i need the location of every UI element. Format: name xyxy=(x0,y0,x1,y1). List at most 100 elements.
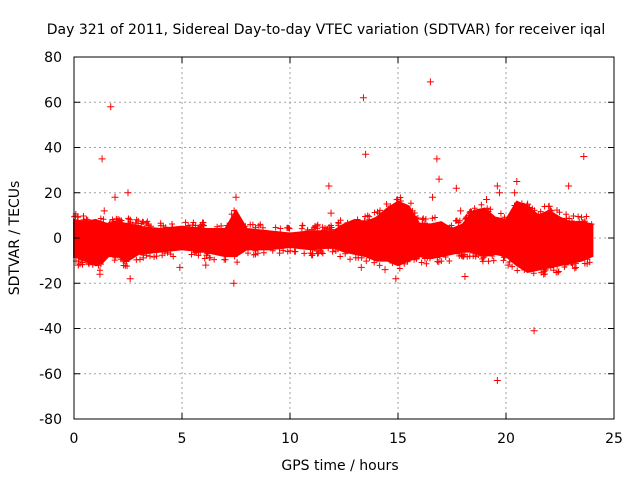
band-edge-point xyxy=(124,263,131,270)
band-edge-point xyxy=(485,258,492,265)
band-edge-point xyxy=(190,219,197,226)
chart-title: Day 321 of 2011, Sidereal Day-to-day VTE… xyxy=(47,22,605,38)
band-edge-point xyxy=(423,260,430,267)
band-edge-point xyxy=(260,249,267,256)
band-edge-point xyxy=(547,264,554,271)
band-edge-point xyxy=(436,253,443,260)
outlier-point xyxy=(565,182,573,190)
band-edge-point xyxy=(550,267,557,274)
band-edge-point xyxy=(588,221,595,228)
outlier-point xyxy=(426,78,434,86)
band-edge-point xyxy=(231,253,238,260)
band-edge-point xyxy=(126,221,133,228)
band-edge-point xyxy=(409,207,416,214)
outlier-point xyxy=(580,153,588,161)
band-edge-point xyxy=(234,259,241,266)
x-tick-label: 25 xyxy=(605,431,623,447)
band-edge-point xyxy=(458,252,465,259)
band-edge-point xyxy=(285,224,292,231)
band-edge-point xyxy=(366,254,373,261)
outlier-point xyxy=(362,150,370,158)
band-edge-point xyxy=(313,248,320,255)
outlier-point xyxy=(176,263,184,271)
band-edge-point xyxy=(535,212,542,219)
band-edge-point xyxy=(429,215,436,222)
band-edge-point xyxy=(145,221,152,228)
band-edge-point xyxy=(201,255,208,262)
band-edge-point xyxy=(479,258,486,265)
band-edge-point xyxy=(530,270,537,277)
band-edge-point xyxy=(478,201,485,208)
band-edge-point xyxy=(563,215,570,222)
band-edge-point xyxy=(556,209,563,216)
band-edge-point xyxy=(169,224,176,231)
band-edge-point xyxy=(89,261,96,268)
band-edge-point xyxy=(581,260,588,267)
band-edge-point xyxy=(418,259,425,266)
band-edge-point xyxy=(218,222,225,229)
band-edge-point xyxy=(431,214,438,221)
x-tick-label: 0 xyxy=(70,431,79,447)
outlier-point xyxy=(483,196,491,204)
outlier-point xyxy=(126,275,134,283)
band-edge-point xyxy=(421,255,428,262)
band-edge-point xyxy=(344,219,351,226)
band-edge-point xyxy=(259,224,266,231)
band-edge-point xyxy=(584,256,591,263)
y-axis-label: SDTVAR / TECUs xyxy=(7,181,23,296)
band-edge-point xyxy=(329,248,336,255)
band-edge-point xyxy=(257,221,264,228)
band-edge-point xyxy=(420,215,427,222)
x-tick-label: 10 xyxy=(281,431,299,447)
band-edge-point xyxy=(299,222,306,229)
band-edge-point xyxy=(214,223,221,230)
band-edge-point xyxy=(355,254,362,261)
band-edge-point xyxy=(106,220,113,227)
outlier-point xyxy=(461,272,469,280)
x-tick-label: 5 xyxy=(178,431,187,447)
outlier-point xyxy=(433,155,441,163)
outlier-point xyxy=(74,261,82,269)
band-edge-point xyxy=(462,215,469,222)
outlier-point xyxy=(100,207,108,215)
band-edge-point xyxy=(487,206,494,213)
band-edge-point xyxy=(479,252,486,259)
band-edge-point xyxy=(389,260,396,267)
band-edge-point xyxy=(570,213,577,219)
band-edge-point xyxy=(438,258,445,265)
band-edge-point xyxy=(467,208,474,215)
band-edge-point xyxy=(414,214,421,221)
band-edge-point xyxy=(371,209,378,216)
band-edge-point xyxy=(554,269,561,276)
outlier-point xyxy=(429,193,437,201)
y-tick-label: 80 xyxy=(44,50,62,66)
data-envelope xyxy=(73,200,594,273)
band-edge-point xyxy=(255,222,262,229)
band-edge-point xyxy=(442,253,449,260)
band-edge-point xyxy=(376,262,383,269)
band-edge-point xyxy=(140,251,147,258)
band-edge-point xyxy=(547,207,554,214)
band-edge-point xyxy=(466,209,473,216)
band-edge-point xyxy=(252,251,259,258)
outlier-point xyxy=(359,94,367,102)
band-edge-point xyxy=(337,253,344,260)
band-edge-point xyxy=(576,218,583,225)
band-edge-point xyxy=(147,253,154,260)
band-edge-point xyxy=(319,250,326,257)
outlier-point xyxy=(230,279,238,287)
band-edge-point xyxy=(500,254,507,261)
band-edge-point xyxy=(583,213,590,220)
band-edge-point xyxy=(182,219,189,226)
band-edge-point xyxy=(413,215,420,222)
y-tick-label: 20 xyxy=(44,186,62,202)
band-edge-point xyxy=(484,205,491,212)
band-edge-point xyxy=(489,253,496,260)
band-edge-point xyxy=(195,252,202,259)
band-edge-point xyxy=(393,196,400,203)
y-tick-label: 0 xyxy=(53,231,62,247)
band-edge-point xyxy=(141,224,148,231)
band-edge-point xyxy=(501,253,508,260)
band-edge-point xyxy=(371,259,378,266)
band-edge-point xyxy=(396,265,403,272)
